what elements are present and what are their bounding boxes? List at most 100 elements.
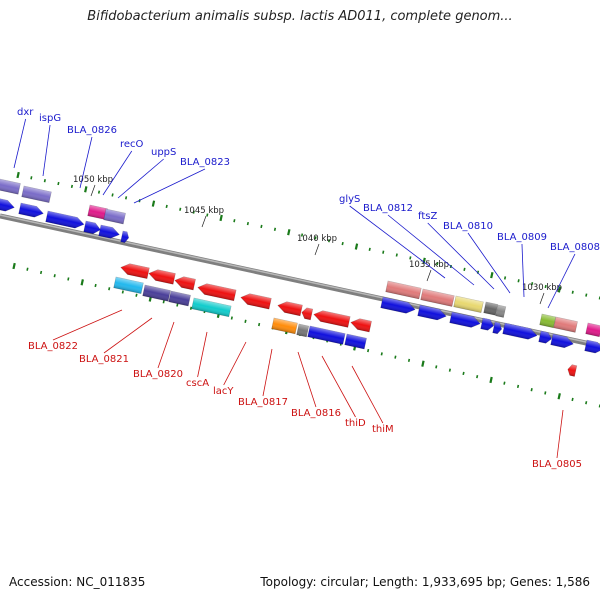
gene-label-reverse[interactable]: lacY <box>213 386 234 397</box>
ruler-tick <box>94 283 97 288</box>
gene-arrow-reverse[interactable] <box>567 364 578 377</box>
gene-label-forward[interactable]: BLA_0812 <box>363 203 413 214</box>
gene-arrow-forward[interactable] <box>120 230 130 243</box>
feature-box[interactable] <box>296 323 310 338</box>
gene-label-forward[interactable]: ftsZ <box>418 211 437 222</box>
gene-arrow-shading <box>142 285 171 302</box>
gene-label-forward[interactable]: recO <box>120 139 144 150</box>
gene-label-reverse[interactable]: BLA_0821 <box>79 354 129 365</box>
feature-box[interactable] <box>21 185 52 204</box>
ruler-tick <box>165 204 168 209</box>
gene-label-reverse[interactable]: thiD <box>345 418 366 429</box>
gene-arrow-reverse[interactable] <box>277 300 303 317</box>
feature-box[interactable] <box>0 177 21 195</box>
ruler-tick <box>260 224 263 229</box>
gene-label-forward[interactable]: BLA_0810 <box>443 221 493 232</box>
gene-arrow-forward[interactable] <box>449 311 482 329</box>
gene-arrow-shading <box>168 291 191 306</box>
gene-arrow-forward[interactable] <box>502 322 539 341</box>
ruler-tick <box>67 277 70 281</box>
gene-arrow-forward[interactable] <box>584 339 600 355</box>
gene-arrow-forward[interactable] <box>18 202 45 219</box>
feature-box[interactable] <box>495 304 507 318</box>
gene-arrow-reverse[interactable] <box>148 268 176 285</box>
gene-arrow-shading <box>113 277 144 294</box>
ruler-tick <box>354 243 359 250</box>
gene-arrow-shading <box>550 334 574 348</box>
gene-label-reverse[interactable]: BLA_0805 <box>532 459 582 470</box>
gene-arrow-forward[interactable] <box>492 321 503 335</box>
gene-label-reverse[interactable]: BLA_0816 <box>291 408 341 419</box>
ruler-tick <box>544 391 547 395</box>
gene-arrow-forward[interactable] <box>45 210 85 230</box>
ruler-tick <box>341 241 344 246</box>
gene-label-forward[interactable]: BLA_0823 <box>180 157 230 168</box>
ruler-tick <box>516 384 520 389</box>
feature-box[interactable] <box>585 322 600 338</box>
gene-arrow-reverse[interactable] <box>350 317 372 333</box>
ruler-tick <box>151 200 156 207</box>
ruler-tick <box>258 322 261 327</box>
gene-arrow-forward[interactable] <box>83 220 102 235</box>
gene-arrow-forward[interactable] <box>0 196 15 213</box>
gene-arrow-reverse[interactable] <box>120 262 150 280</box>
feature-box[interactable] <box>553 316 578 333</box>
feature-box[interactable] <box>307 325 346 345</box>
gene-arrow-shading <box>98 225 120 239</box>
gene-arrow-forward[interactable] <box>380 296 417 315</box>
gene-arrow-shading <box>148 269 176 285</box>
gene-arrow-reverse[interactable] <box>197 282 237 302</box>
feature-box[interactable] <box>103 208 126 225</box>
gene-arrow-shading <box>385 281 422 299</box>
ruler-tick <box>300 233 304 237</box>
feature-box[interactable] <box>539 313 557 329</box>
gene-arrow-forward[interactable] <box>550 333 575 349</box>
gene-label-forward[interactable]: BLA_0826 <box>67 125 117 136</box>
gene-arrow-forward[interactable] <box>480 317 495 331</box>
feature-box[interactable] <box>142 284 171 302</box>
ruler-tick <box>571 397 574 402</box>
gene-arrow-forward[interactable] <box>98 224 121 240</box>
ruler-tick <box>436 261 439 266</box>
gene-label-leader <box>157 321 175 369</box>
gene-arrow-reverse[interactable] <box>240 292 272 310</box>
feature-box[interactable] <box>271 317 298 335</box>
gene-arrow-reverse[interactable] <box>301 307 314 321</box>
gene-label-forward[interactable]: uppS <box>151 147 176 158</box>
ruler-tick <box>179 207 182 211</box>
gene-arrow-shading <box>87 205 108 220</box>
gene-arrow-forward[interactable] <box>417 304 448 322</box>
gene-label-reverse[interactable]: BLA_0822 <box>28 341 78 352</box>
gene-label-forward[interactable]: BLA_0808 <box>550 242 600 253</box>
gene-label-reverse[interactable]: cscA <box>186 378 209 389</box>
ruler-tick <box>189 306 193 310</box>
gene-label-forward[interactable]: BLA_0809 <box>497 232 547 243</box>
gene-label-forward[interactable]: ispG <box>39 113 61 124</box>
feature-box[interactable] <box>483 301 499 316</box>
feature-box[interactable] <box>87 204 108 220</box>
ruler-leader <box>426 269 432 282</box>
ruler-tick <box>557 286 562 293</box>
ruler-tick <box>70 184 74 189</box>
gene-label-leader <box>117 158 164 199</box>
ruler-tick <box>395 253 398 257</box>
feature-box[interactable] <box>385 280 422 300</box>
gene-label-reverse[interactable]: BLA_0820 <box>133 369 183 380</box>
gene-label-forward[interactable]: glyS <box>339 194 360 205</box>
gene-arrow-reverse[interactable] <box>313 309 351 328</box>
feature-box[interactable] <box>113 276 144 295</box>
feature-box[interactable] <box>420 288 455 307</box>
feature-box[interactable] <box>344 333 367 350</box>
ruler-tick <box>314 236 317 240</box>
gene-arrow-forward[interactable] <box>538 330 553 344</box>
feature-box[interactable] <box>191 297 232 318</box>
gene-arrow-shading <box>480 318 494 331</box>
gene-label-reverse[interactable]: thiM <box>372 424 394 435</box>
gene-label-leader <box>52 309 123 341</box>
gene-label-reverse[interactable]: BLA_0817 <box>238 397 288 408</box>
gene-label-forward[interactable]: dxr <box>17 107 34 118</box>
gene-arrow-reverse[interactable] <box>174 275 196 291</box>
feature-box[interactable] <box>168 290 191 307</box>
feature-box[interactable] <box>453 295 484 314</box>
